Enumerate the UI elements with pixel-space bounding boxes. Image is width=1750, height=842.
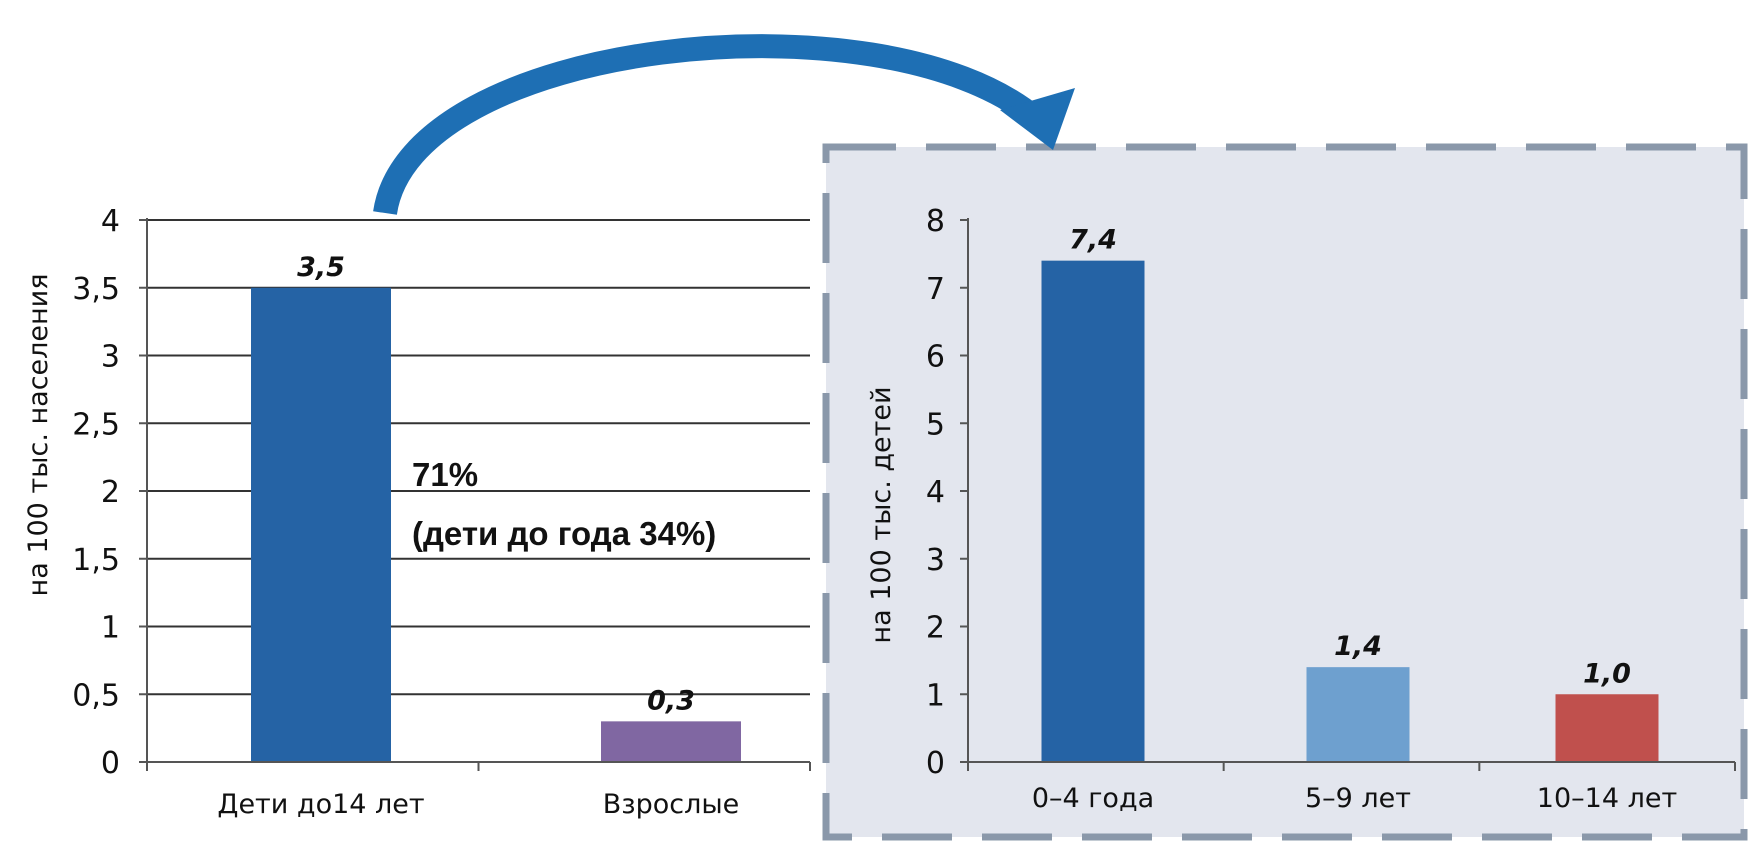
- right-axes: [960, 218, 1736, 771]
- chart-left: 00,511,522,533,54 Дети до14 лет Взрослые …: [23, 204, 811, 820]
- annotation-percent: 71%: [412, 456, 478, 493]
- y-tick-label-1: 1: [926, 678, 945, 713]
- left-axes: [139, 218, 811, 771]
- category-label-2: 10–14 лет: [1537, 783, 1677, 814]
- y-tick-label-3: 3: [926, 543, 945, 578]
- category-label-1: Взрослые: [603, 789, 740, 820]
- right-y-axis-label: на 100 тыс. детей: [866, 386, 897, 643]
- y-tick-label-2: 1: [101, 611, 120, 646]
- left-y-axis-label: на 100 тыс. населения: [23, 274, 54, 597]
- left-tick-labels: 0 0,5 1 1,5 2 2,5 3 3,5 4: [72, 204, 120, 781]
- right-tick-labels: 0 1 2 3 4 5 6 7 8: [926, 204, 945, 781]
- arrow-head: [1000, 88, 1075, 150]
- y-tick-label-5: 5: [926, 407, 945, 442]
- bar-0: [1041, 260, 1145, 762]
- y-tick-label-7: 3,5: [72, 272, 120, 307]
- y-tick-label-6: 6: [926, 340, 945, 375]
- curved-arrow: [373, 34, 1043, 216]
- y-tick-label-0: 0: [101, 746, 120, 781]
- y-tick-label-4: 2: [101, 475, 120, 510]
- y-tick-label-6: 3: [101, 340, 120, 375]
- left-category-labels: Дети до14 лет Взрослые: [217, 789, 739, 820]
- bar-1: [601, 721, 741, 762]
- category-label-0: 0–4 года: [1032, 783, 1154, 814]
- y-tick-label-8: 8: [926, 204, 945, 239]
- bar-1: [1306, 667, 1410, 762]
- data-label-1: 0,3: [647, 685, 695, 716]
- bar-0: [251, 287, 391, 762]
- annotation-infants: (дети до года 34%): [412, 515, 716, 552]
- y-tick-label-0: 0: [926, 746, 945, 781]
- right-category-labels: 0–4 года 5–9 лет 10–14 лет: [1032, 783, 1677, 814]
- left-gridlines: [147, 219, 810, 696]
- right-data-labels: 7,4 1,4 1,0: [1069, 225, 1631, 690]
- data-label-0: 7,4: [1069, 225, 1117, 256]
- y-tick-label-3: 1,5: [72, 543, 120, 578]
- bar-2: [1555, 694, 1659, 762]
- y-tick-label-7: 7: [926, 272, 945, 307]
- chart-right: 0 1 2 3 4 5 6 7 8 0–4 года 5–9 лет 10–14 лет 7,4 1,…: [866, 204, 1736, 814]
- y-tick-label-8: 4: [101, 204, 120, 239]
- data-label-2: 1,0: [1583, 658, 1631, 689]
- y-tick-label-5: 2,5: [72, 407, 120, 442]
- category-label-0: Дети до14 лет: [217, 789, 424, 820]
- y-tick-label-2: 2: [926, 611, 945, 646]
- y-tick-label-1: 0,5: [72, 678, 120, 713]
- data-label-0: 3,5: [297, 252, 345, 283]
- left-bars: [251, 287, 741, 762]
- data-label-1: 1,4: [1334, 631, 1382, 662]
- category-label-1: 5–9 лет: [1305, 783, 1411, 814]
- left-data-labels: 3,5 0,3: [297, 252, 695, 717]
- y-tick-label-4: 4: [926, 475, 945, 510]
- right-bars: [1041, 260, 1659, 762]
